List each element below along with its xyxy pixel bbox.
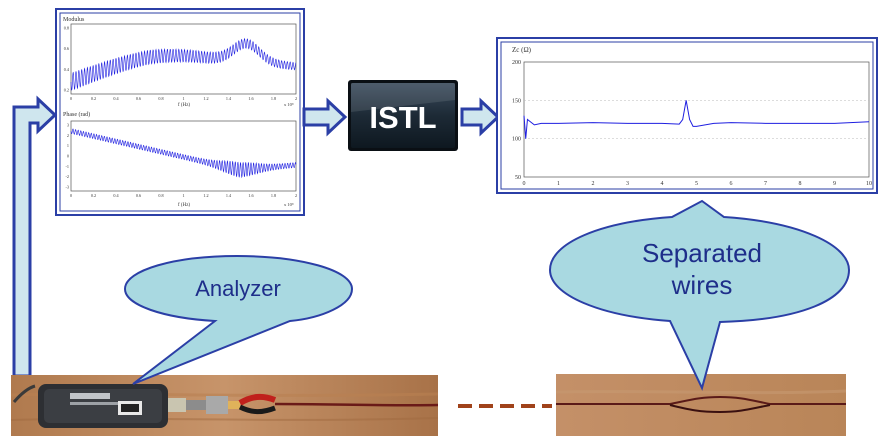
modulus-x-tick: 0.2 [91, 96, 96, 101]
modulus-x-tick: 0.6 [136, 96, 141, 101]
measurement-plots-panel: Modulus 0.80.60.40.2 0 0.2 0.4 0.6 0.8 1 1.2 1.… [55, 8, 305, 216]
phase-y-tick: -2 [66, 174, 70, 179]
modulus-x-tick: 1.6 [248, 96, 253, 101]
impedance-y-tick: 100 [512, 137, 521, 143]
arrow-to-istl [302, 97, 348, 137]
separated-label-line2: wires [671, 270, 733, 300]
modulus-curve [70, 37, 297, 91]
modulus-x-ticks: 0 0.2 0.4 0.6 0.8 1 1.2 1.4 1.6 1.8 2 [70, 96, 297, 101]
phase-x-tick: 0.8 [158, 193, 163, 198]
analyzer-photo [10, 375, 439, 436]
phase-x-tick: 0.6 [136, 193, 141, 198]
impedance-x-tick: 7 [764, 181, 767, 187]
impedance-y-tick: 200 [512, 60, 521, 66]
impedance-y-tick: 150 [512, 98, 521, 104]
impedance-x-tick: 0 [523, 181, 526, 187]
impedance-x-tick: 10 [866, 181, 872, 187]
phase-plot: Phase (rad) 3 2 1 0 -1 -2 -3 0 0.2 0.4 0.6 0.8 1 1.2… [63, 111, 297, 208]
impedance-gridlines [524, 100, 869, 139]
modulus-x-tick: 1.2 [203, 96, 208, 101]
impedance-x-tick: 5 [695, 181, 698, 187]
impedance-x-ticks: 0 1 2 3 4 5 6 7 8 9 10 [523, 181, 873, 187]
modulus-xlabel: f (Hz) [178, 103, 190, 108]
modulus-x-tick: 0.4 [113, 96, 119, 101]
impedance-x-tick: 9 [833, 181, 836, 187]
modulus-x-tick: 1 [182, 96, 184, 101]
separated-wires-callout: Separated wires [548, 199, 851, 391]
modulus-title: Modulus [63, 17, 85, 23]
impedance-plot-panel: Zc (Ω) 200 150 100 50 0 1 2 3 4 5 6 7 8 9 10 [496, 37, 878, 194]
phase-xlabel: f (Hz) [178, 203, 190, 208]
impedance-x-tick: 8 [799, 181, 802, 187]
modulus-x-tick: 1.8 [271, 96, 276, 101]
modulus-y-ticks: 0.8 0.6 0.4 0.2 [64, 26, 70, 93]
phase-x-tick: 1.6 [248, 193, 253, 198]
phase-x-tick: 0.2 [91, 193, 96, 198]
modulus-x-tick: 2 [295, 96, 297, 101]
phase-curve [70, 128, 297, 179]
istl-label: ISTL [369, 100, 436, 135]
phase-title: Phase (rad) [63, 111, 90, 118]
phase-x-tick: 1 [182, 193, 184, 198]
phase-y-tick: -3 [66, 185, 70, 190]
phase-y-tick: 2 [67, 133, 69, 138]
impedance-title: Zc (Ω) [512, 46, 532, 54]
istl-processor: ISTL [348, 80, 458, 151]
phase-y-tick: 1 [67, 143, 69, 148]
phase-xscale: x 10⁹ [284, 202, 294, 207]
impedance-x-tick: 4 [661, 181, 664, 187]
modulus-plot: Modulus 0.80.60.40.2 0 0.2 0.4 0.6 0.8 1 1.2 1.… [63, 17, 297, 108]
modulus-x-tick: 0 [70, 96, 72, 101]
analyzer-callout: Analyzer [123, 254, 354, 385]
impedance-x-tick: 2 [592, 181, 595, 187]
impedance-curve [523, 100, 870, 139]
impedance-y-ticks: 200 150 100 50 [512, 60, 521, 181]
phase-x-tick: 0.4 [113, 193, 119, 198]
separated-label-line1: Separated [642, 238, 762, 268]
impedance-x-tick: 1 [557, 181, 560, 187]
phase-x-ticks: 0 0.2 0.4 0.6 0.8 1 1.2 1.4 1.6 1.8 2 [70, 193, 297, 198]
phase-x-tick: 1.4 [226, 193, 232, 198]
impedance-x-tick: 6 [730, 181, 733, 187]
phase-y-tick: 3 [67, 123, 69, 128]
analyzer-feedback-arrow [12, 95, 58, 378]
phase-y-ticks: 3 2 1 0 -1 -2 -3 [66, 123, 70, 190]
modulus-x-tick: 1.4 [226, 96, 232, 101]
modulus-y-tick: 0.4 [64, 67, 70, 72]
impedance-x-tick: 3 [626, 181, 629, 187]
phase-y-tick: -1 [66, 164, 70, 169]
phase-x-tick: 0 [70, 193, 72, 198]
modulus-y-tick: 0.2 [64, 88, 69, 93]
phase-x-tick: 1.8 [271, 193, 276, 198]
modulus-y-tick: 0.8 [64, 26, 69, 31]
modulus-x-tick: 0.8 [158, 96, 163, 101]
phase-y-tick: 0 [67, 154, 69, 159]
phase-x-tick: 2 [295, 193, 297, 198]
phase-x-tick: 1.2 [203, 193, 208, 198]
modulus-xscale: x 10⁹ [284, 102, 294, 107]
analyzer-label: Analyzer [195, 276, 281, 301]
modulus-y-tick: 0.6 [64, 46, 69, 51]
impedance-y-tick: 50 [515, 175, 521, 181]
arrow-to-impedance [460, 97, 501, 137]
wire-pair [274, 402, 439, 407]
